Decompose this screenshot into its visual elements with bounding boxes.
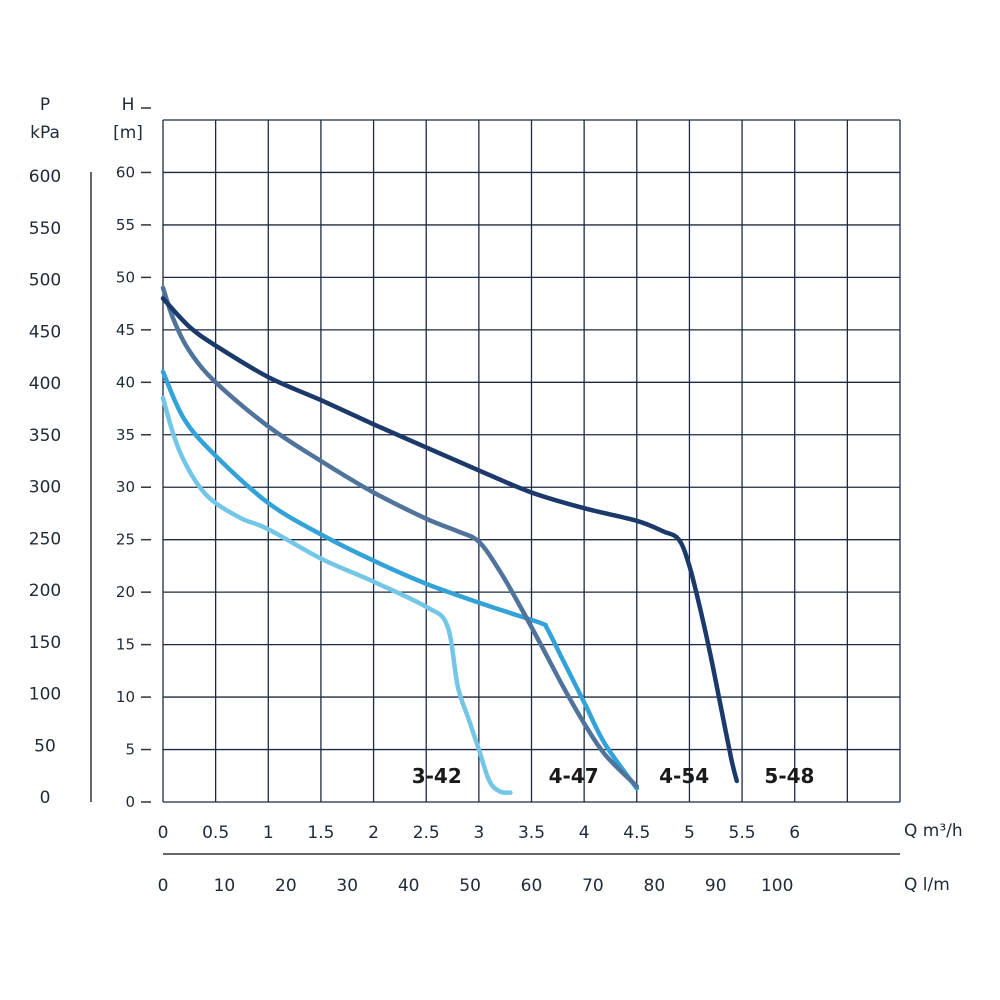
q-lm-tick-label: 80: [644, 876, 666, 896]
q-m3h-tick-label: 1.5: [307, 823, 334, 843]
q-m3h-tick-label: 6: [789, 823, 800, 843]
axes: [90, 107, 900, 855]
p-axis-label-symbol: P: [40, 95, 50, 115]
h-axis-tick-label: 60: [116, 163, 135, 181]
q-lm-tick-label: 100: [761, 876, 793, 896]
curves: [160, 285, 740, 795]
series-label-4-54: 4-54: [659, 764, 709, 788]
h-axis-tick-label: 25: [116, 531, 135, 549]
p-axis-tick-label: 400: [29, 374, 61, 394]
q-m3h-tick-label: 2: [368, 823, 379, 843]
q-lm-axis-label: Q l/m: [904, 875, 950, 895]
h-axis-tick-label: 50: [116, 268, 135, 286]
curve-3-42: [160, 395, 513, 795]
h-axis-tick-label: 5: [125, 741, 135, 759]
q-m3h-tick-label: 5: [684, 823, 695, 843]
series-label-3-42: 3-42: [412, 764, 462, 788]
q-m3h-tick-label: 0: [158, 823, 169, 843]
curve-5-48: [160, 296, 740, 784]
q-lm-tick-label: 20: [275, 876, 297, 896]
p-axis-tick-label: 150: [29, 633, 61, 653]
q-lm-tick-label: 50: [459, 876, 481, 896]
p-axis-tick-label: 200: [29, 581, 61, 601]
q-m3h-tick-label: 1: [263, 823, 274, 843]
p-axis-tick-label: 350: [29, 426, 61, 446]
q-lm-tick-label: 0: [158, 876, 169, 896]
h-axis-tick-label: 15: [116, 636, 135, 654]
q-m3h-tick-label: 0.5: [202, 823, 229, 843]
p-axis-tick-label: 100: [29, 685, 61, 705]
p-axis-tick-label: 300: [29, 478, 61, 498]
p-axis-tick-label: 550: [29, 219, 61, 239]
series-label-4-47: 4-47: [549, 764, 599, 788]
series-labels: 3-42 4-47 4-54 5-48: [412, 764, 815, 788]
h-axis-tick-label: 20: [116, 583, 135, 601]
p-axis-tick-label: 250: [29, 529, 61, 549]
q-lm-tick-label: 30: [336, 876, 358, 896]
series-label-5-48: 5-48: [764, 764, 814, 788]
h-axis-tick-label: 30: [116, 478, 135, 496]
q-lm-tick-label: 10: [214, 876, 236, 896]
h-axis-tick-label: 35: [116, 426, 135, 444]
h-axis-tick-label: 55: [116, 216, 135, 234]
q-m3h-axis-label: Q m³/h: [904, 821, 963, 841]
p-axis-tick-label: 50: [34, 736, 56, 756]
curve-4-47: [160, 369, 640, 791]
h-axis-label-unit: [m]: [113, 123, 143, 143]
h-axis-tick-label: 40: [116, 373, 135, 391]
h-axis-tick-label: 45: [116, 321, 135, 339]
q-lm-tick-label: 60: [521, 876, 543, 896]
q-lm-tick-label: 40: [398, 876, 420, 896]
q-m3h-tick-label: 4: [579, 823, 590, 843]
h-axis-tick-label: 10: [116, 688, 135, 706]
q-m3h-tick-label: 5.5: [729, 823, 756, 843]
p-axis-tick-label: 600: [29, 167, 61, 187]
q-m3h-tick-label: 4.5: [623, 823, 650, 843]
grid: [162, 119, 901, 803]
tick-labels: 6055504540353025201510506005505004504003…: [29, 163, 800, 896]
q-lm-tick-label: 90: [705, 876, 727, 896]
p-axis-label-unit: kPa: [30, 123, 60, 143]
q-m3h-tick-label: 2.5: [413, 823, 440, 843]
curve-4-54: [160, 285, 640, 789]
p-axis-tick-label: 500: [29, 271, 61, 291]
p-axis-tick-label: 450: [29, 322, 61, 342]
q-m3h-tick-label: 3.5: [518, 823, 545, 843]
q-lm-tick-label: 70: [582, 876, 604, 896]
h-axis-tick-label: 0: [125, 793, 135, 811]
p-axis-tick-label: 0: [40, 788, 51, 808]
q-m3h-tick-label: 3: [473, 823, 484, 843]
h-axis-label-symbol: H: [122, 95, 135, 115]
